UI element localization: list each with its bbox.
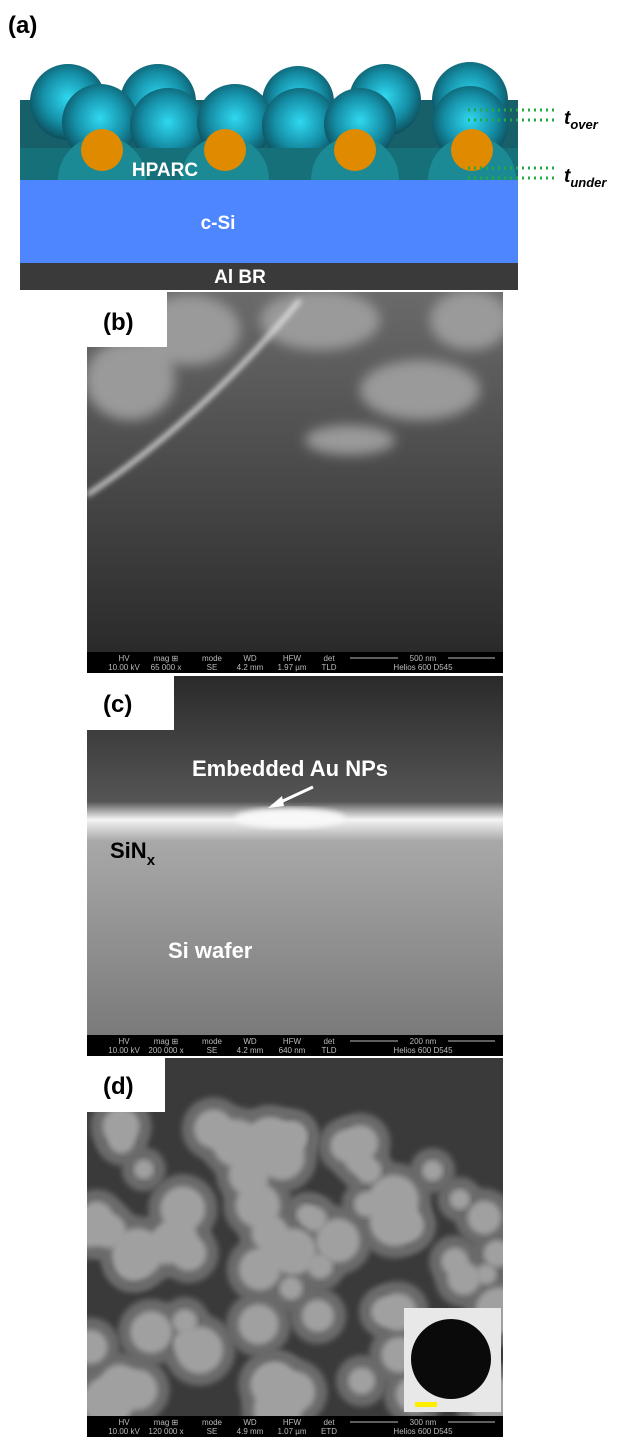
info-value: 200 000 x: [148, 1046, 183, 1055]
panel-label: (d): [103, 1073, 134, 1100]
scale-label: 200 nm: [410, 1037, 437, 1046]
tem-inset: [404, 1308, 501, 1412]
substrate-label: Si wafer: [168, 938, 253, 963]
nanoparticle: [422, 1160, 443, 1181]
info-value: 65 000 x: [151, 663, 182, 672]
al-br-layer: [20, 263, 518, 290]
nanoparticle: [302, 1299, 335, 1332]
nanoparticle: [194, 1109, 233, 1148]
info-header: det: [323, 1037, 335, 1046]
nanoparticle: [239, 1248, 281, 1290]
nanoparticle: [116, 1247, 149, 1280]
info-header: mag ⊞: [154, 654, 179, 663]
info-header: mag ⊞: [154, 1418, 179, 1427]
nanoparticle: [250, 1363, 293, 1406]
info-header: mode: [202, 1418, 223, 1427]
sem-image-b: [85, 290, 510, 652]
nanoparticle: [348, 1367, 375, 1394]
t-under: tunder: [564, 166, 607, 190]
info-value: 1.97 µm: [277, 663, 306, 672]
info-value: 4.9 mm: [237, 1427, 264, 1436]
info-value: SE: [207, 1427, 218, 1436]
info-value: 10.00 kV: [108, 663, 140, 672]
t-over: tover: [564, 108, 599, 132]
scale-label: 300 nm: [410, 1418, 437, 1427]
info-header: WD: [243, 654, 257, 663]
layer-label: Al BR: [214, 267, 266, 288]
info-header: mag ⊞: [154, 1037, 179, 1046]
nanoparticle: [130, 1311, 172, 1353]
nanoparticle: [447, 1262, 480, 1295]
nanoparticle: [449, 1189, 470, 1210]
nanoparticle: [371, 1297, 400, 1326]
info-header: det: [323, 1418, 335, 1427]
info-header: HV: [118, 1418, 130, 1427]
nanoparticle: [251, 1215, 288, 1252]
nanoparticle: [108, 1128, 134, 1154]
info-header: mode: [202, 654, 223, 663]
nanoparticle: [296, 1204, 317, 1225]
scale-label: 500 nm: [410, 654, 437, 663]
nanoparticle: [73, 1330, 107, 1364]
info-value: 640 nm: [279, 1046, 306, 1055]
info-value: TLD: [321, 663, 336, 672]
nanoparticle: [228, 1155, 269, 1196]
nanoparticle: [467, 1200, 501, 1234]
nanoparticle: [476, 1264, 497, 1285]
info-header: HFW: [283, 1418, 302, 1427]
info-value: TLD: [321, 1046, 336, 1055]
info-value: 1.07 µm: [277, 1427, 306, 1436]
instrument: Helios 600 D545: [393, 663, 453, 672]
info-value: 10.00 kV: [108, 1046, 140, 1055]
info-value: 4.2 mm: [237, 1046, 264, 1055]
nanoparticle: [160, 1186, 205, 1231]
c-si-layer: [20, 180, 518, 263]
info-header: WD: [243, 1418, 257, 1427]
info-value: SE: [207, 1046, 218, 1055]
nanoparticle: [116, 1369, 157, 1410]
nanoparticle: [355, 1157, 381, 1183]
info-header: HV: [118, 654, 130, 663]
figure: (a) HPARC c-Si Al BR tover tunder (b) (c…: [0, 0, 619, 1437]
panel-label: (b): [103, 309, 134, 336]
info-header: HFW: [283, 1037, 302, 1046]
nanoparticle: [91, 1213, 126, 1248]
nanoparticle: [316, 1218, 360, 1262]
info-header: HV: [118, 1037, 130, 1046]
info-value: 4.2 mm: [237, 663, 264, 672]
nanoparticle: [330, 1129, 363, 1162]
panel-label: (c): [103, 691, 132, 718]
info-header: WD: [243, 1037, 257, 1046]
info-value: SE: [207, 663, 218, 672]
instrument: Helios 600 D545: [393, 1427, 453, 1436]
nanoparticle: [483, 1240, 510, 1267]
annotation: Embedded Au NPs: [192, 756, 388, 781]
layer-label: HPARC: [132, 160, 198, 181]
nanoparticle: [134, 1159, 154, 1179]
info-value: 120 000 x: [148, 1427, 183, 1436]
info-header: HFW: [283, 654, 302, 663]
info-value: 10.00 kV: [108, 1427, 140, 1436]
info-value: ETD: [321, 1427, 337, 1436]
panel-label: (a): [8, 12, 37, 39]
layer-label: c-Si: [201, 213, 236, 234]
nanoparticle: [176, 1326, 223, 1373]
info-header: det: [323, 654, 335, 663]
nanoparticle: [279, 1276, 303, 1300]
nanoparticle: [238, 1304, 279, 1345]
nanoparticle: [369, 1196, 419, 1246]
instrument: Helios 600 D545: [393, 1046, 453, 1055]
info-header: mode: [202, 1037, 223, 1046]
